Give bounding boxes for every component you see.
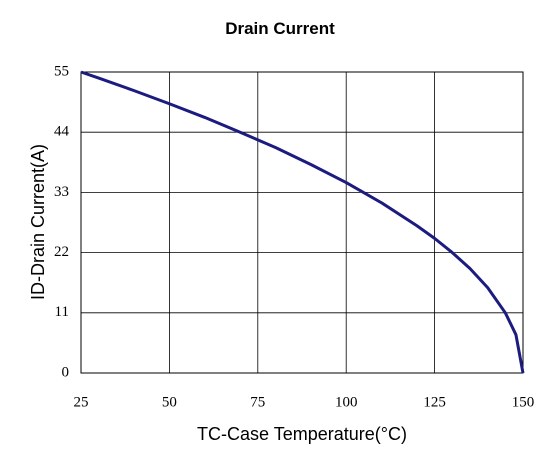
y-axis-label: ID-Drain Current(A): [28, 144, 48, 300]
x-tick-label: 75: [250, 394, 265, 410]
y-tick-label: 44: [54, 124, 70, 140]
x-tick-label: 50: [162, 394, 177, 410]
y-tick-label: 55: [54, 63, 69, 79]
x-tick-label: 150: [512, 394, 535, 410]
y-tick-label: 22: [54, 244, 69, 260]
x-tick-label: 25: [74, 394, 89, 410]
y-tick-label: 33: [54, 184, 69, 200]
data-line: [80, 70, 525, 374]
chart-title: Drain Current: [225, 19, 335, 38]
y-tick-label: 11: [55, 304, 69, 320]
x-axis-label: TC-Case Temperature(°C): [197, 424, 407, 444]
plot-frame: [80, 71, 524, 374]
x-tick-label: 125: [423, 394, 446, 410]
y-tick-label: 0: [62, 364, 70, 380]
x-tick-label: 100: [335, 394, 358, 410]
